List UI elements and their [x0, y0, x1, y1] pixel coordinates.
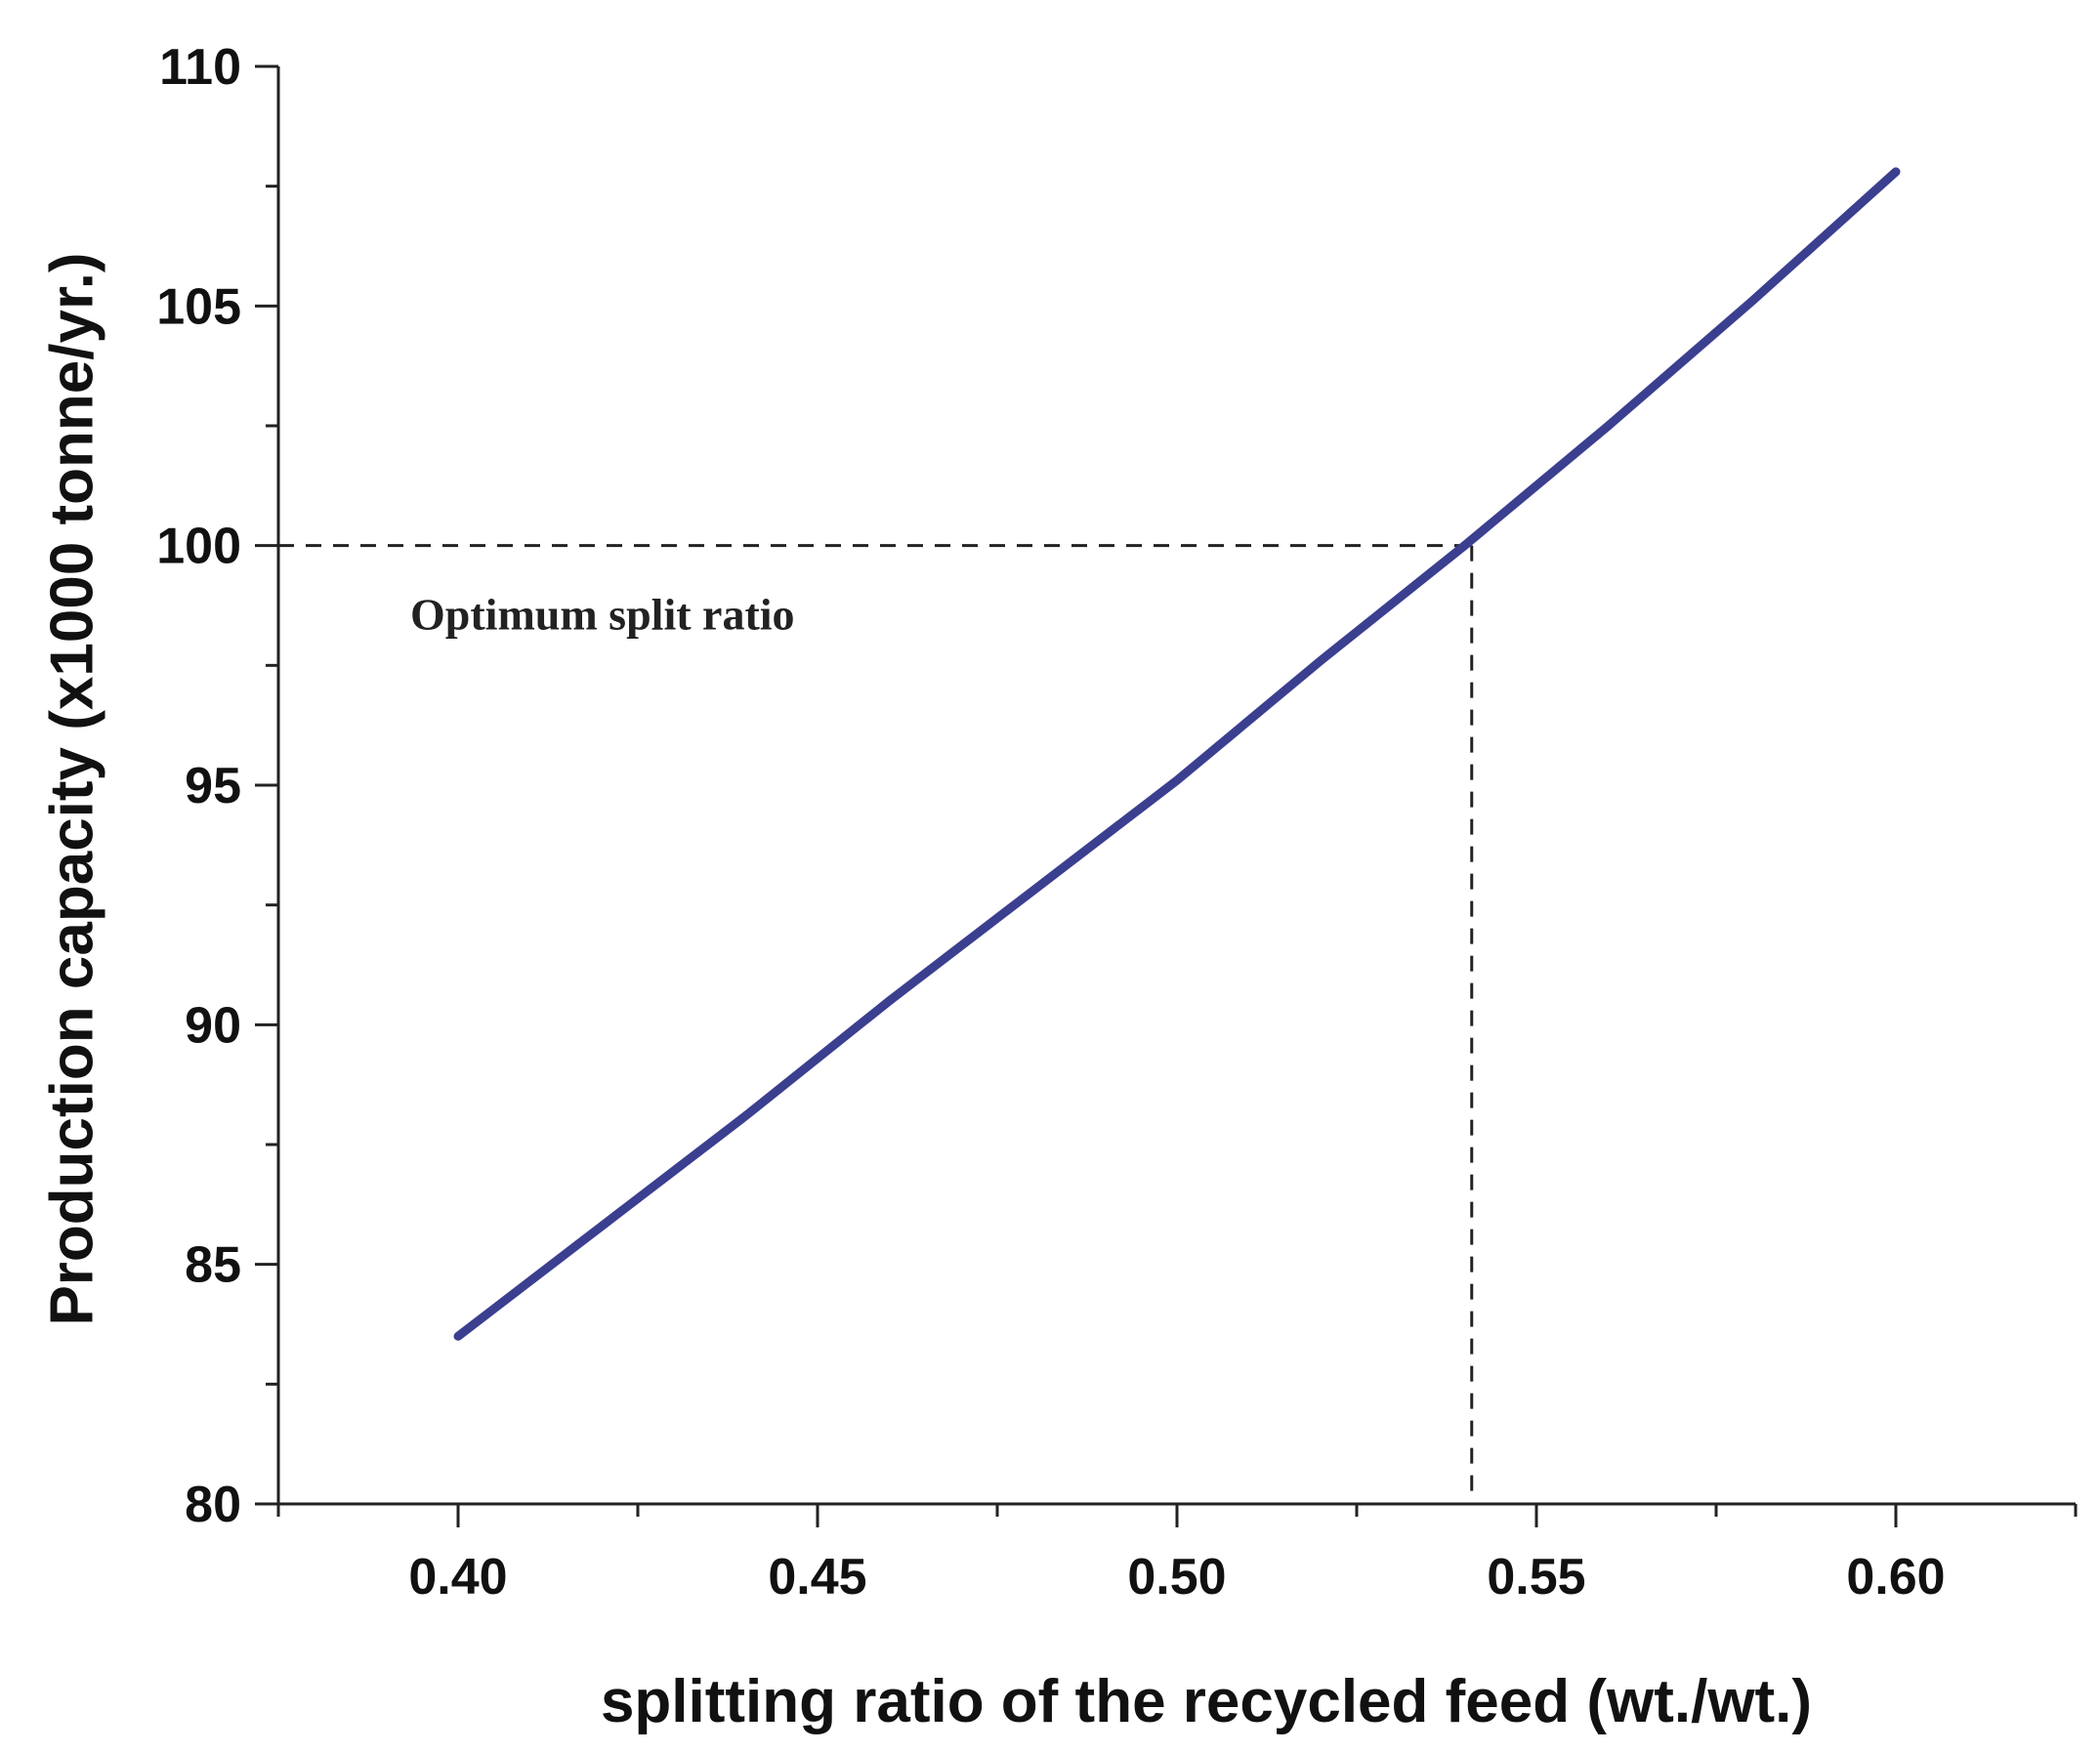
- x-tick-label: 0.60: [1846, 1549, 1945, 1606]
- x-tick-label: 0.50: [1127, 1549, 1226, 1606]
- x-tick-label: 0.45: [768, 1549, 866, 1606]
- y-tick-label: 80: [185, 1477, 241, 1533]
- reference-lines: [278, 544, 1474, 1504]
- y-tick-label: 110: [159, 39, 241, 96]
- series-line: [453, 167, 1901, 1341]
- ticks: [255, 64, 2078, 1527]
- x-tick-label: 0.55: [1487, 1549, 1585, 1606]
- y-tick-label: 100: [156, 519, 241, 575]
- y-tick-label: 105: [156, 278, 241, 335]
- y-tick-label: 85: [185, 1237, 241, 1294]
- labels: 80 85 90 95 100 105 110 0.40 0.45 0.50 0.55 0.60: [156, 39, 1945, 1606]
- y-tick-label: 95: [185, 758, 241, 814]
- series: [453, 167, 1901, 1341]
- x-tick-label: 0.40: [408, 1549, 507, 1606]
- x-axis-title: splitting ratio of the recycled feed (wt…: [601, 1668, 1812, 1735]
- y-tick-label: 90: [185, 997, 241, 1054]
- optimum-annotation: Optimum split ratio: [410, 590, 795, 640]
- y-axis-title: Production capacity (x1000 tonne/yr.): [38, 252, 105, 1325]
